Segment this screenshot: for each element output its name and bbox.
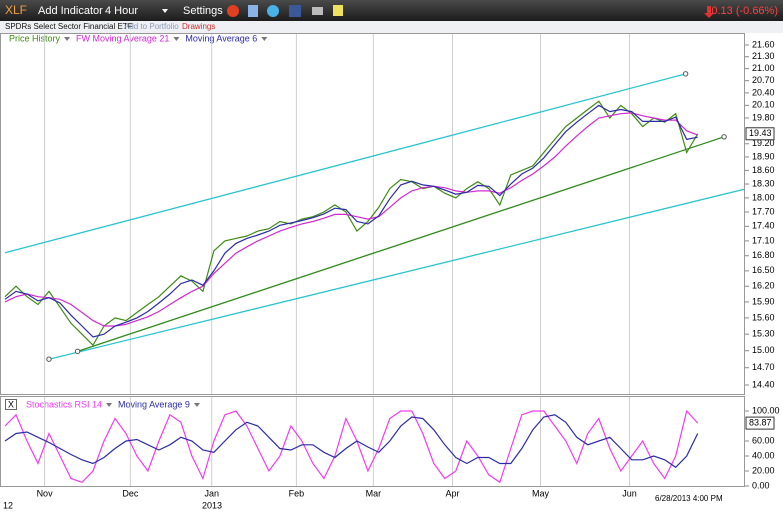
y-tick-label: 15.00: [752, 345, 775, 355]
x-tick-label: Jun: [622, 488, 637, 498]
interval[interactable]: 4 Hour: [105, 5, 138, 17]
trend-handle: [46, 356, 52, 362]
instrument-name: SPDRs Select Sector Financial ETF: [5, 22, 133, 31]
close-x[interactable]: X: [8, 399, 14, 409]
y-tick-label: 14.40: [752, 379, 775, 389]
trend-line: [77, 136, 725, 352]
year-label: 2013: [202, 500, 222, 510]
series-line: [4, 112, 698, 327]
last-value-box: [745, 127, 775, 141]
y-tick-label: 0.00: [752, 480, 770, 490]
trend-handle: [74, 348, 81, 355]
icon-camera[interactable]: [312, 7, 323, 15]
drawings[interactable]: Drawings: [182, 22, 215, 31]
price-change: -0.13 (-0.66%): [708, 5, 778, 17]
last-value: 19.43: [749, 128, 772, 138]
icon-note[interactable]: [333, 5, 343, 16]
x-tick-label: Jan: [204, 488, 219, 498]
y-tick-label: 21.00: [752, 63, 775, 73]
icon-doc[interactable]: [248, 5, 258, 17]
y-tick-label: 17.70: [752, 206, 775, 216]
y-tick-label: 15.90: [752, 296, 775, 306]
y-tick-label: 20.00: [752, 465, 775, 475]
y-tick-label: 18.00: [752, 192, 775, 202]
legend-arrow: [261, 37, 268, 41]
legend-entry[interactable]: Moving Average 9: [118, 399, 190, 409]
y-tick-label: 60.00: [752, 435, 775, 445]
dropdown-arrow[interactable]: [162, 9, 168, 13]
symbol[interactable]: XLF: [5, 3, 27, 17]
legend-arrow: [64, 37, 71, 41]
x-tick-label: Nov: [37, 488, 54, 498]
down-arrow: [704, 6, 714, 18]
y-tick-label: 15.60: [752, 312, 775, 322]
series-line: [4, 104, 698, 338]
trend-handle: [721, 134, 727, 140]
y-tick-label: 18.60: [752, 165, 775, 175]
y-tick-label: 21.60: [752, 39, 775, 49]
y-tick-label: 17.10: [752, 235, 775, 245]
legend-arrow: [173, 37, 180, 41]
trend-line: [48, 188, 744, 360]
legend-entry[interactable]: FW Moving Average 21: [76, 33, 169, 43]
price-panel: [0, 33, 745, 395]
year-label: 12: [3, 500, 13, 510]
series-line: [4, 100, 699, 347]
date-label: 6/28/2013 4:00 PM: [655, 494, 723, 503]
subheader: [0, 21, 783, 33]
indicator-panel: [0, 396, 745, 487]
y-tick-label: 19.80: [752, 112, 775, 122]
y-tick-label: 18.30: [752, 178, 775, 188]
y-tick-label: 100.00: [752, 405, 780, 415]
y-tick-label: 16.20: [752, 281, 775, 291]
y-tick-label: 15.30: [752, 329, 775, 339]
x-tick-label: May: [532, 488, 550, 498]
x-tick-label: Dec: [122, 488, 139, 498]
series-line: [4, 414, 699, 469]
trend-line: [4, 73, 686, 254]
y-tick-label: 16.80: [752, 250, 775, 260]
add-indicator[interactable]: Add Indicator: [38, 5, 103, 17]
y-tick-label: 20.40: [752, 87, 775, 97]
legend-entry[interactable]: Stochastics RSI 14: [26, 399, 102, 409]
trend-handle: [682, 71, 689, 77]
y-tick-label: 17.40: [752, 221, 775, 231]
y-tick-label: 14.70: [752, 362, 775, 372]
settings[interactable]: Settings: [183, 5, 223, 17]
indicator-legend: Stochastics RSI 14 Moving Average 9: [26, 399, 200, 409]
icon-facebook[interactable]: [289, 5, 301, 17]
x-tick-label: Feb: [289, 488, 305, 498]
y-tick-label: 40.00: [752, 450, 775, 460]
y-tick-label: 16.50: [752, 265, 775, 275]
legend-arrow: [193, 403, 200, 407]
toolbar: [0, 0, 783, 21]
y-tick-label: 19.20: [752, 138, 775, 148]
y-tick-label: 20.10: [752, 100, 775, 110]
y-tick-label: 20.70: [752, 75, 775, 85]
last-value: 83.87: [749, 417, 772, 427]
last-value-box: [745, 416, 775, 430]
legend-arrow: [106, 403, 113, 407]
price-legend: Price History FW Moving Average 21 Moving …: [9, 33, 268, 43]
y-tick-label: 18.90: [752, 151, 775, 161]
series-line: [4, 409, 699, 484]
icon-clock[interactable]: [227, 5, 239, 17]
icon-twitter[interactable]: [267, 5, 279, 17]
x-tick-label: Apr: [446, 488, 460, 498]
x-tick-label: Mar: [366, 488, 382, 498]
legend-entry[interactable]: Price History: [9, 33, 61, 43]
legend-entry[interactable]: Moving Average 6: [185, 33, 257, 43]
y-tick-label: 21.30: [752, 51, 775, 61]
close-button[interactable]: [5, 399, 17, 410]
add-to-portfolio[interactable]: Add to Portfolio: [124, 22, 179, 31]
